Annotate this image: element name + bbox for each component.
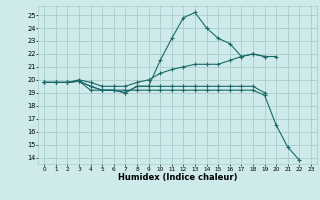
X-axis label: Humidex (Indice chaleur): Humidex (Indice chaleur)	[118, 173, 237, 182]
